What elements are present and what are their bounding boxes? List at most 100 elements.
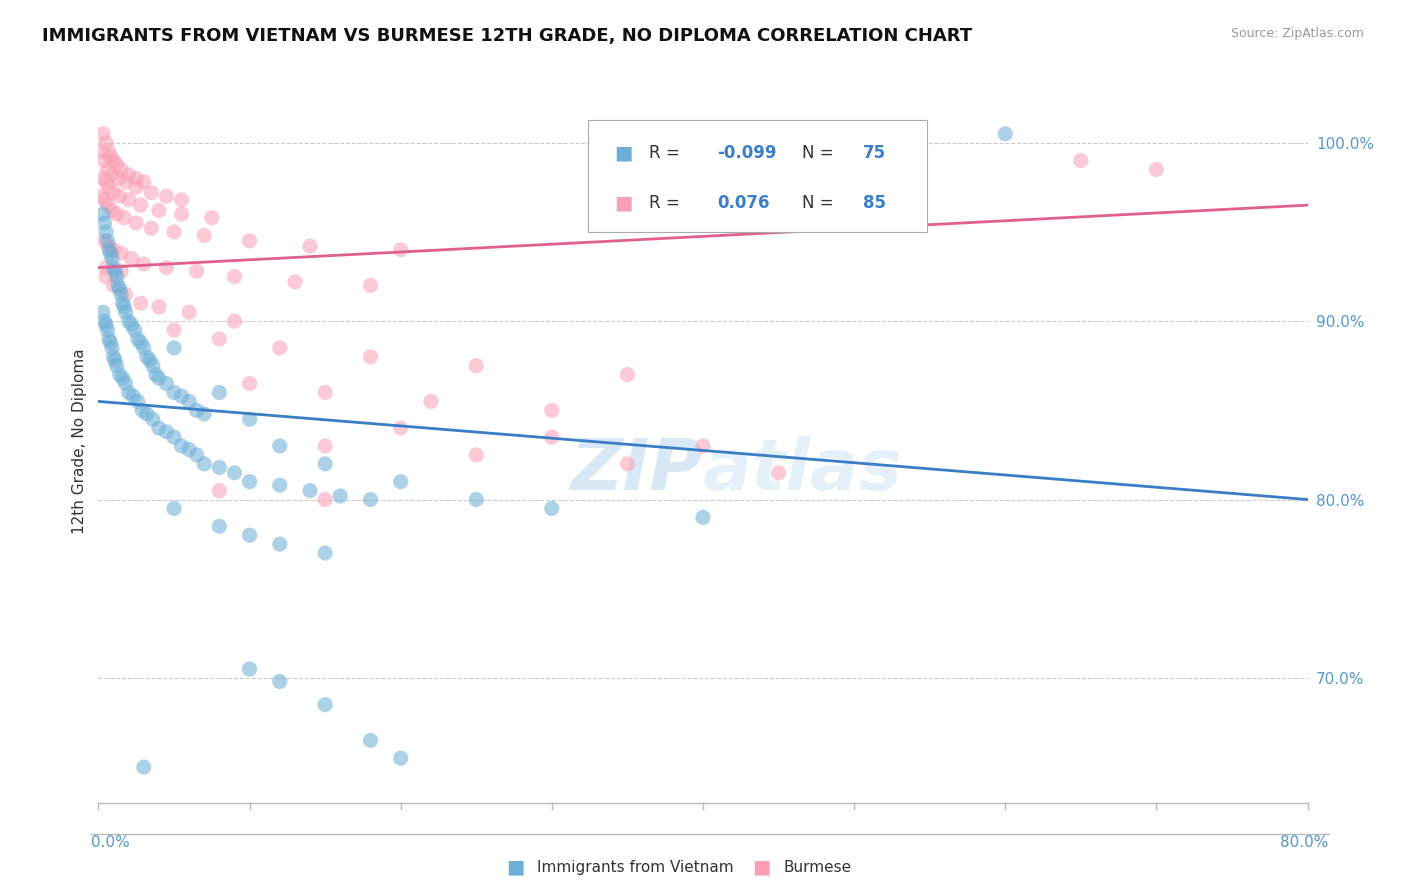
Point — [90, 189, 112, 203]
Point — [118, 314, 141, 328]
Point — [616, 368, 638, 382]
Point — [122, 389, 145, 403]
Text: N =: N = — [803, 144, 839, 161]
Point — [91, 305, 114, 319]
Point — [103, 278, 125, 293]
Point — [132, 760, 155, 774]
Point — [124, 323, 146, 337]
Point — [314, 457, 336, 471]
Text: 0.0%: 0.0% — [91, 836, 131, 850]
Point — [389, 475, 412, 489]
Point — [148, 421, 170, 435]
Point — [768, 466, 790, 480]
Point — [540, 501, 562, 516]
Point — [93, 153, 115, 168]
Point — [465, 359, 488, 373]
Point — [91, 207, 114, 221]
Text: ■: ■ — [752, 857, 770, 877]
Point — [163, 501, 186, 516]
Point — [111, 296, 134, 310]
Point — [170, 439, 193, 453]
Point — [101, 203, 124, 218]
Point — [269, 537, 291, 551]
Point — [98, 243, 121, 257]
Point — [360, 733, 382, 747]
Point — [145, 368, 167, 382]
Point — [179, 442, 201, 457]
Point — [90, 145, 112, 159]
Text: IMMIGRANTS FROM VIETNAM VS BURMESE 12TH GRADE, NO DIPLOMA CORRELATION CHART: IMMIGRANTS FROM VIETNAM VS BURMESE 12TH … — [42, 27, 973, 45]
Point — [360, 278, 382, 293]
Point — [108, 189, 131, 203]
FancyBboxPatch shape — [588, 120, 927, 232]
Point — [114, 287, 136, 301]
Text: ZIP: ZIP — [571, 436, 703, 505]
Point — [93, 314, 115, 328]
Point — [91, 127, 114, 141]
Point — [208, 460, 231, 475]
Text: -0.099: -0.099 — [717, 144, 778, 161]
Point — [239, 528, 262, 542]
Point — [118, 193, 141, 207]
Point — [94, 260, 117, 275]
Point — [132, 257, 155, 271]
Point — [163, 430, 186, 444]
Point — [98, 332, 121, 346]
Point — [465, 492, 488, 507]
Point — [110, 287, 132, 301]
Point — [96, 234, 118, 248]
Point — [314, 698, 336, 712]
Point — [208, 483, 231, 498]
Point — [93, 193, 115, 207]
Point — [132, 341, 155, 355]
Text: 0.076: 0.076 — [717, 194, 770, 212]
Point — [132, 175, 155, 189]
Point — [107, 171, 129, 186]
Point — [314, 439, 336, 453]
Point — [389, 751, 412, 765]
Point — [329, 489, 352, 503]
Point — [155, 189, 177, 203]
Point — [110, 264, 132, 278]
Point — [692, 510, 714, 524]
Point — [179, 394, 201, 409]
Point — [360, 492, 382, 507]
Point — [155, 260, 177, 275]
Point — [91, 171, 114, 186]
Point — [170, 193, 193, 207]
Point — [314, 492, 336, 507]
Point — [135, 407, 157, 421]
Point — [96, 198, 118, 212]
Point — [114, 376, 136, 391]
Point — [103, 350, 125, 364]
Point — [103, 153, 125, 168]
Point — [179, 305, 201, 319]
Point — [103, 243, 125, 257]
Point — [148, 203, 170, 218]
Text: N =: N = — [803, 194, 839, 212]
Text: ■: ■ — [614, 194, 633, 212]
Point — [118, 385, 141, 400]
Point — [239, 412, 262, 426]
Point — [125, 171, 148, 186]
Point — [112, 211, 135, 225]
Point — [193, 228, 215, 243]
Point — [269, 478, 291, 492]
Point — [360, 350, 382, 364]
Point — [94, 136, 117, 150]
Point — [129, 198, 152, 212]
Y-axis label: 12th Grade, No Diploma: 12th Grade, No Diploma — [72, 349, 87, 534]
Point — [186, 264, 208, 278]
Point — [170, 207, 193, 221]
Point — [1070, 153, 1092, 168]
Point — [104, 353, 127, 368]
Point — [103, 260, 125, 275]
Text: Immigrants from Vietnam: Immigrants from Vietnam — [537, 860, 734, 874]
Point — [141, 221, 163, 235]
Point — [314, 546, 336, 560]
Text: Source: ZipAtlas.com: Source: ZipAtlas.com — [1230, 27, 1364, 40]
Point — [299, 483, 322, 498]
Point — [186, 448, 208, 462]
Point — [101, 168, 124, 182]
Point — [208, 332, 231, 346]
